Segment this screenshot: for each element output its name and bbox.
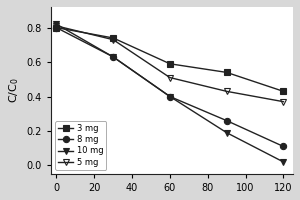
Line: 3 mg: 3 mg	[53, 24, 286, 94]
5 mg	[55, 25, 58, 27]
10 mg	[282, 161, 285, 163]
8 mg	[168, 95, 172, 98]
8 mg	[282, 145, 285, 148]
5 mg	[168, 76, 172, 79]
3 mg	[282, 90, 285, 93]
3 mg	[225, 71, 229, 74]
10 mg	[55, 23, 58, 25]
3 mg	[111, 37, 115, 39]
Legend: 3 mg, 8 mg, 10 mg, 5 mg: 3 mg, 8 mg, 10 mg, 5 mg	[55, 121, 106, 170]
3 mg	[168, 63, 172, 65]
8 mg	[111, 56, 115, 58]
8 mg	[225, 119, 229, 122]
Line: 10 mg: 10 mg	[53, 21, 286, 165]
Line: 5 mg: 5 mg	[53, 23, 286, 105]
10 mg	[225, 131, 229, 134]
5 mg	[225, 90, 229, 93]
8 mg	[55, 26, 58, 29]
10 mg	[168, 95, 172, 98]
5 mg	[111, 38, 115, 41]
Line: 8 mg: 8 mg	[53, 24, 286, 150]
3 mg	[55, 26, 58, 29]
10 mg	[111, 56, 115, 58]
Y-axis label: C/C$_0$: C/C$_0$	[7, 78, 21, 103]
5 mg	[282, 100, 285, 103]
